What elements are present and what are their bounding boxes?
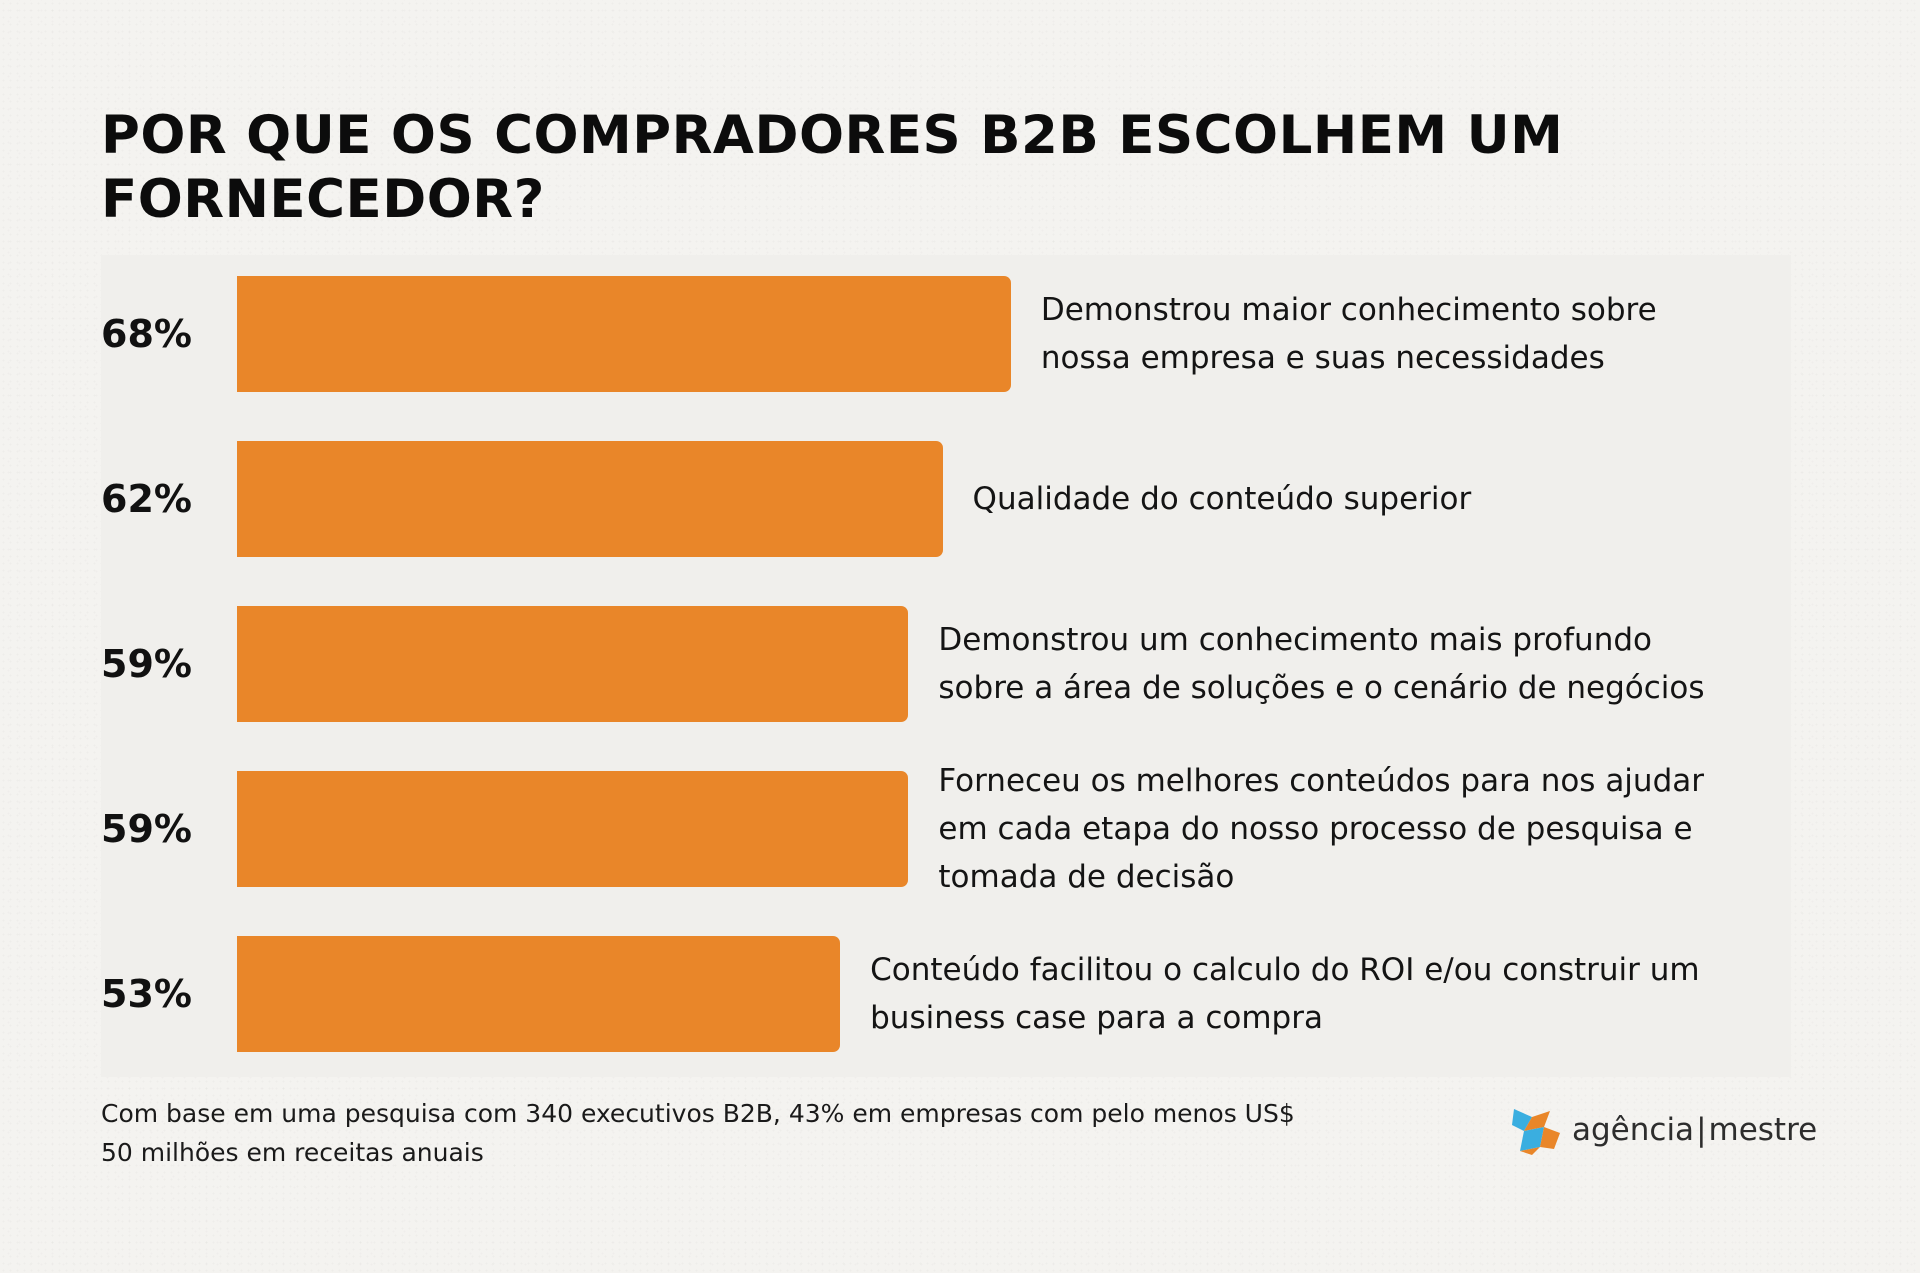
page-title: POR QUE OS COMPRADORES B2B ESCOLHEM UM F… xyxy=(101,105,1564,230)
value-label: 59% xyxy=(101,807,192,851)
bar xyxy=(237,936,841,1052)
value-label: 62% xyxy=(101,477,192,521)
bar xyxy=(237,771,909,887)
chart-row: 62% Qualidade do conteúdo superior xyxy=(101,441,1791,557)
logo-separator: | xyxy=(1696,1112,1707,1148)
logo-wordmark: agência|mestre xyxy=(1572,1112,1817,1148)
value-label: 53% xyxy=(101,972,192,1016)
puzzle-logo-icon xyxy=(1512,1109,1560,1155)
footnote: Com base em uma pesquisa com 340 executi… xyxy=(101,1099,1295,1167)
chart-panel: 68% Demonstrou maior conhecimento sobre n… xyxy=(101,255,1791,1077)
logo-text-left: agência xyxy=(1572,1112,1695,1148)
category-label: Demonstrou maior conhecimento sobre noss… xyxy=(1040,292,1657,376)
bar xyxy=(237,441,943,557)
category-label: Forneceu os melhores conteúdos para nos … xyxy=(938,763,1704,895)
category-label: Qualidade do conteúdo superior xyxy=(972,481,1472,517)
value-label: 59% xyxy=(101,642,192,686)
chart-row: 59% Forneceu os melhores conteúdos para n… xyxy=(101,763,1791,895)
logo-text-right: mestre xyxy=(1708,1112,1818,1148)
bar xyxy=(237,276,1011,392)
category-label: Conteúdo facilitou o calculo do ROI e/ou… xyxy=(870,952,1700,1036)
chart-row: 53% Conteúdo facilitou o calculo do ROI e… xyxy=(101,936,1791,1052)
category-label: Demonstrou um conhecimento mais profundo… xyxy=(938,622,1705,706)
bar xyxy=(237,606,909,722)
value-label: 68% xyxy=(101,312,192,356)
brand-logo: agência|mestre xyxy=(1510,1100,1817,1160)
chart-row: 68% Demonstrou maior conhecimento sobre n… xyxy=(101,276,1791,392)
chart-row: 59% Demonstrou um conhecimento mais profu… xyxy=(101,606,1791,722)
